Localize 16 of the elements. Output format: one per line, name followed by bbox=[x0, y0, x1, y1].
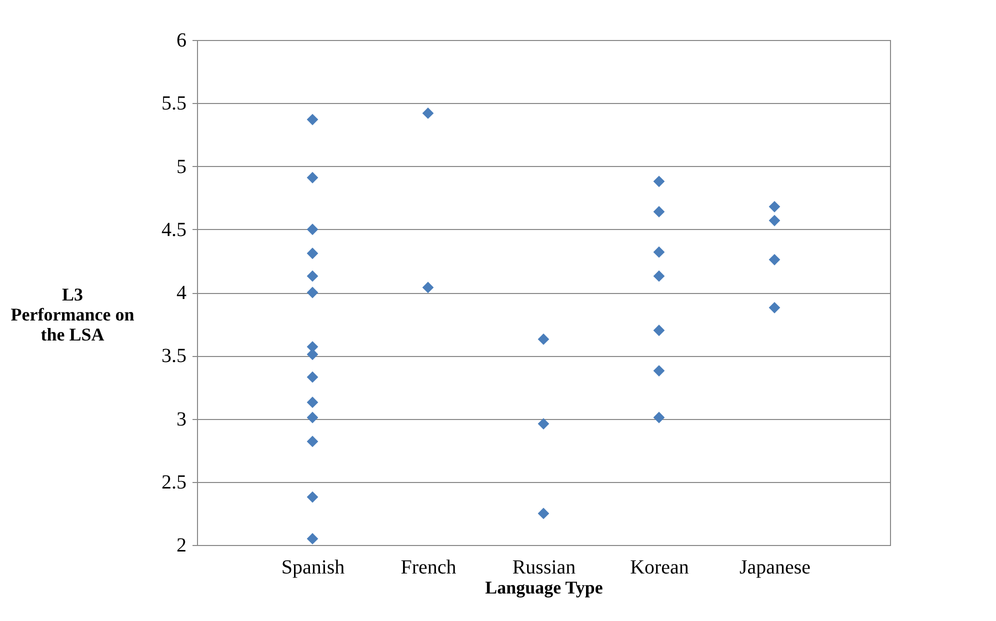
x-axis-title: Language Type bbox=[485, 578, 603, 598]
y-tick-label: 4 bbox=[176, 282, 186, 304]
y-tick-label: 6 bbox=[176, 30, 186, 52]
x-tick-label: Japanese bbox=[739, 556, 811, 578]
x-tick-label: Spanish bbox=[281, 556, 345, 578]
y-tick-label: 2 bbox=[176, 534, 186, 556]
y-tick-label: 5 bbox=[176, 156, 186, 178]
y-tick-label: 4.5 bbox=[162, 218, 186, 241]
y-tick-label: 3.5 bbox=[162, 345, 186, 368]
y-tick-label: 3 bbox=[176, 408, 186, 430]
x-tick-label: French bbox=[400, 556, 456, 578]
x-tick-label: Russian bbox=[512, 556, 576, 578]
x-tick-label: Korean bbox=[630, 556, 689, 578]
y-tick-label: 5.5 bbox=[162, 92, 186, 115]
y-tick-label: 2.5 bbox=[162, 471, 186, 494]
y-axis-title: L3 Performance on the LSA bbox=[10, 284, 134, 344]
